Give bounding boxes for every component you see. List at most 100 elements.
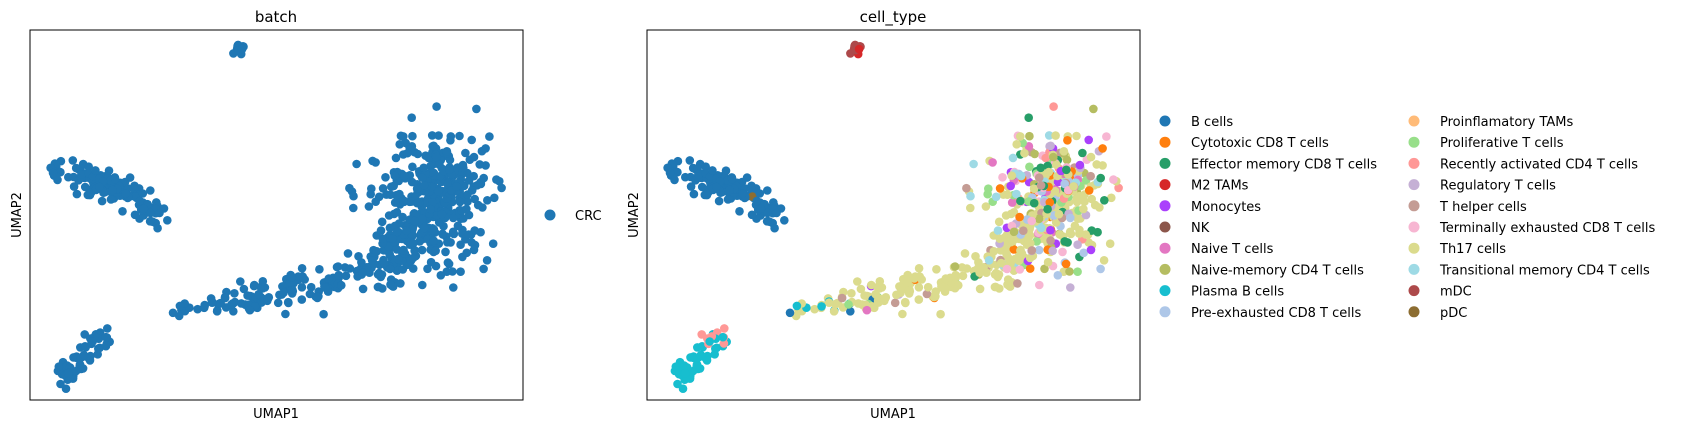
cell-point	[379, 258, 389, 268]
cell-point	[1010, 254, 1020, 264]
cell-point	[1107, 193, 1116, 203]
cell-point	[991, 268, 1001, 278]
cell-point	[1001, 211, 1011, 220]
cell-point	[258, 277, 268, 286]
cell-point	[1048, 246, 1057, 256]
cell-point	[914, 264, 924, 273]
cell-point	[1015, 265, 1025, 274]
cell-point	[810, 304, 819, 314]
cell-point	[475, 160, 485, 169]
legend-label: Terminally exhausted CD8 T cells	[1439, 221, 1655, 236]
cell-point	[984, 255, 994, 265]
cell-point	[971, 251, 980, 261]
legend-marker	[1159, 136, 1171, 148]
cell-point	[390, 198, 400, 207]
cell-point	[358, 284, 368, 294]
cell-point	[742, 173, 752, 182]
cell-point	[469, 171, 479, 181]
cell-point	[386, 280, 395, 289]
legend-marker	[1408, 157, 1420, 169]
cell-point	[989, 247, 999, 256]
cell-point	[456, 267, 465, 277]
cell-point	[413, 149, 423, 159]
cell-point	[400, 171, 409, 181]
cell-point	[408, 131, 417, 141]
panel-batch-title: batch	[255, 8, 297, 26]
cell-point	[398, 265, 408, 274]
cell-point	[1109, 175, 1118, 184]
cell-point	[395, 140, 405, 149]
cell-point	[847, 289, 856, 298]
legend-label: pDC	[1440, 306, 1467, 321]
cell-point	[1060, 179, 1069, 189]
panel-batch-ylabel: UMAP2	[10, 192, 25, 238]
cell-point	[1015, 212, 1024, 222]
cell-point	[896, 288, 905, 298]
cell-point	[1069, 182, 1078, 191]
cell-point	[853, 277, 862, 286]
cell-point	[429, 236, 438, 245]
cell-point	[860, 291, 869, 300]
cell-point	[139, 204, 149, 213]
cell-point	[419, 181, 429, 190]
legend-label: T helper cells	[1439, 200, 1527, 215]
cell-point	[458, 229, 467, 238]
cell-point	[856, 284, 866, 294]
cell-point	[898, 309, 907, 319]
cell-point	[694, 170, 703, 179]
cell-point	[393, 254, 403, 264]
legend-marker	[1408, 242, 1420, 254]
cell-point	[438, 230, 448, 239]
cell-point	[962, 183, 971, 193]
cell-point	[725, 185, 734, 195]
cell-point	[890, 298, 900, 308]
cell-point	[824, 298, 834, 308]
cell-point	[95, 182, 104, 192]
cell-point	[343, 249, 353, 258]
cell-point	[1072, 197, 1082, 207]
cell-point	[1045, 198, 1055, 207]
cell-point	[780, 216, 789, 225]
cell-point	[345, 183, 354, 193]
cell-point	[911, 272, 920, 281]
cell-point	[212, 307, 222, 316]
cell-point	[315, 265, 324, 274]
legend-marker	[1159, 221, 1171, 233]
cell-point	[1024, 113, 1033, 122]
cell-point	[443, 179, 453, 189]
panel-cell-type-frame	[646, 29, 1141, 401]
cell-point	[467, 135, 477, 145]
cell-point	[844, 300, 853, 309]
legend-marker	[1159, 157, 1171, 169]
cell-point	[245, 305, 255, 315]
cell-point	[1063, 136, 1072, 145]
cell-point	[867, 280, 876, 290]
cell-point	[1080, 197, 1089, 206]
cell-point	[54, 362, 64, 372]
cell-point	[1036, 223, 1046, 233]
cell-point	[297, 264, 307, 273]
cell-point	[434, 131, 443, 140]
cell-point	[367, 184, 376, 193]
cell-point	[472, 104, 481, 114]
legend-label: mDC	[1440, 285, 1472, 300]
cell-point	[492, 175, 501, 184]
cell-point	[1066, 283, 1075, 292]
panel-batch-legend: CRC	[544, 209, 602, 224]
cell-point	[254, 289, 263, 299]
cell-point	[1036, 181, 1046, 190]
cell-point	[354, 251, 363, 261]
legend-marker	[1159, 200, 1171, 212]
cell-point	[705, 337, 714, 346]
cell-point	[410, 216, 420, 226]
cell-point	[388, 234, 397, 243]
cell-point	[1025, 264, 1035, 273]
cell-point	[104, 166, 114, 175]
cell-point	[727, 174, 737, 184]
cell-point	[817, 302, 826, 311]
cell-point	[462, 204, 471, 214]
cell-point	[386, 190, 395, 199]
cell-point	[712, 182, 721, 192]
cell-point	[392, 208, 402, 217]
cell-point	[735, 207, 744, 216]
